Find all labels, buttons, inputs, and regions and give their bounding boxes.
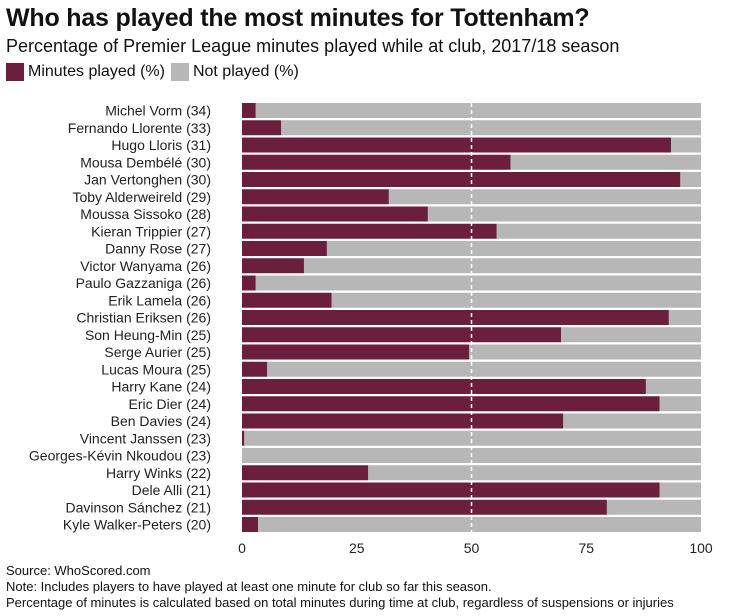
- y-tick-label: Erik Lamela (26): [108, 292, 211, 308]
- bar-played: [242, 310, 669, 325]
- bar-played: [242, 103, 256, 118]
- chart-legend: Minutes played (%) Not played (%): [6, 63, 305, 81]
- y-tick-label: Lucas Moura (25): [101, 361, 211, 377]
- bar-not-played: [659, 396, 701, 412]
- y-tick-label: Eric Dier (24): [129, 396, 211, 412]
- bar-not-played: [388, 189, 701, 205]
- bar-played: [242, 361, 268, 377]
- bar-played: [242, 258, 304, 274]
- y-tick-label: Victor Wanyama (26): [80, 258, 211, 274]
- y-tick-label: Hugo Lloris (31): [111, 137, 211, 153]
- footer-note-2: Percentage of minutes is calculated base…: [6, 595, 674, 610]
- x-tick-label: 25: [349, 540, 365, 556]
- bar-not-played: [659, 482, 701, 498]
- y-tick-label: Dele Alli (21): [132, 482, 211, 498]
- bar-not-played: [244, 430, 702, 446]
- bar-played: [242, 413, 564, 429]
- bar-played: [242, 517, 259, 532]
- bar-not-played: [281, 120, 701, 136]
- bar-not-played: [563, 413, 701, 429]
- y-tick-label: Jan Vertonghen (30): [84, 172, 211, 188]
- footer-note-1: Note: Includes players to have played at…: [6, 579, 492, 594]
- bar-not-played: [671, 137, 701, 153]
- bar-played: [242, 189, 389, 205]
- x-tick-label: 75: [578, 540, 594, 556]
- y-tick-label: Harry Kane (24): [111, 379, 211, 395]
- y-tick-label: Mousa Dembélé (30): [80, 154, 211, 170]
- bar-not-played: [303, 258, 701, 274]
- bar-not-played: [645, 379, 701, 394]
- bar-played: [242, 241, 327, 256]
- bar-not-played: [469, 344, 701, 360]
- footer-source: Source: WhoScored.com: [6, 563, 151, 578]
- y-tick-label: Paulo Gazzaniga (26): [76, 275, 211, 291]
- y-tick-label: Davinson Sánchez (21): [65, 499, 211, 515]
- bar-played: [242, 482, 660, 498]
- legend-item-played: Minutes played (%): [6, 63, 165, 81]
- bar-not-played: [427, 206, 701, 222]
- bar-played: [242, 223, 497, 239]
- chart-subtitle: Percentage of Premier League minutes pla…: [6, 36, 620, 56]
- x-tick-label: 0: [238, 540, 246, 556]
- y-tick-label: Christian Eriksen (26): [76, 310, 211, 326]
- legend-swatch-not-played: [170, 63, 189, 81]
- y-tick-label: Toby Alderweireld (29): [72, 189, 211, 205]
- bar-not-played: [510, 154, 701, 170]
- bar-not-played: [326, 241, 701, 256]
- bar-played: [242, 120, 282, 136]
- bar-not-played: [496, 223, 701, 239]
- bar-played: [242, 430, 245, 446]
- y-tick-label: Moussa Sissoko (28): [80, 206, 211, 222]
- x-tick-label: 50: [464, 540, 480, 556]
- bar-not-played: [255, 103, 701, 118]
- bar-played: [242, 137, 672, 153]
- bar-not-played: [561, 327, 701, 343]
- bar-played: [242, 275, 256, 291]
- y-tick-label: Serge Aurier (25): [104, 344, 211, 360]
- bar-chart: Michel Vorm (34)Fernando Llorente (33)Hu…: [29, 103, 713, 557]
- bar-played: [242, 465, 369, 481]
- bar-played: [242, 396, 660, 412]
- bar-played: [242, 327, 562, 343]
- y-tick-label: Kyle Walker-Peters (20): [63, 517, 211, 533]
- y-tick-label: Danny Rose (27): [105, 241, 211, 257]
- x-tick-label: 100: [689, 540, 713, 556]
- bar-played: [242, 379, 646, 394]
- bar-not-played: [606, 499, 701, 515]
- bar-not-played: [368, 465, 701, 481]
- bar-not-played: [680, 172, 701, 187]
- bar-played: [242, 154, 511, 170]
- bar-not-played: [267, 361, 701, 377]
- y-tick-label: Vincent Janssen (23): [80, 430, 211, 446]
- legend-swatch-played: [6, 63, 24, 81]
- legend-item-not-played: Not played (%): [170, 63, 299, 81]
- bar-not-played: [668, 310, 701, 325]
- y-tick-label: Ben Davies (24): [111, 413, 211, 429]
- y-tick-label: Michel Vorm (34): [105, 103, 211, 119]
- bar-not-played: [258, 517, 701, 532]
- bar-not-played: [255, 275, 701, 291]
- bar-played: [242, 206, 428, 222]
- bar-played: [242, 499, 607, 515]
- bar-played: [242, 344, 470, 360]
- bar-not-played: [331, 292, 701, 308]
- bar-played: [242, 172, 681, 187]
- y-tick-label: Kieran Trippier (27): [91, 223, 211, 239]
- y-tick-label: Harry Winks (22): [106, 465, 211, 481]
- y-tick-label: Son Heung-Min (25): [85, 327, 211, 343]
- y-tick-label: Georges-Kévin Nkoudou (23): [29, 448, 211, 464]
- y-tick-label: Fernando Llorente (33): [68, 120, 211, 136]
- chart-title: Who has played the most minutes for Tott…: [6, 4, 590, 32]
- bar-played: [242, 292, 332, 308]
- legend-label-not-played: Not played (%): [192, 63, 299, 80]
- legend-label-played: Minutes played (%): [28, 63, 165, 80]
